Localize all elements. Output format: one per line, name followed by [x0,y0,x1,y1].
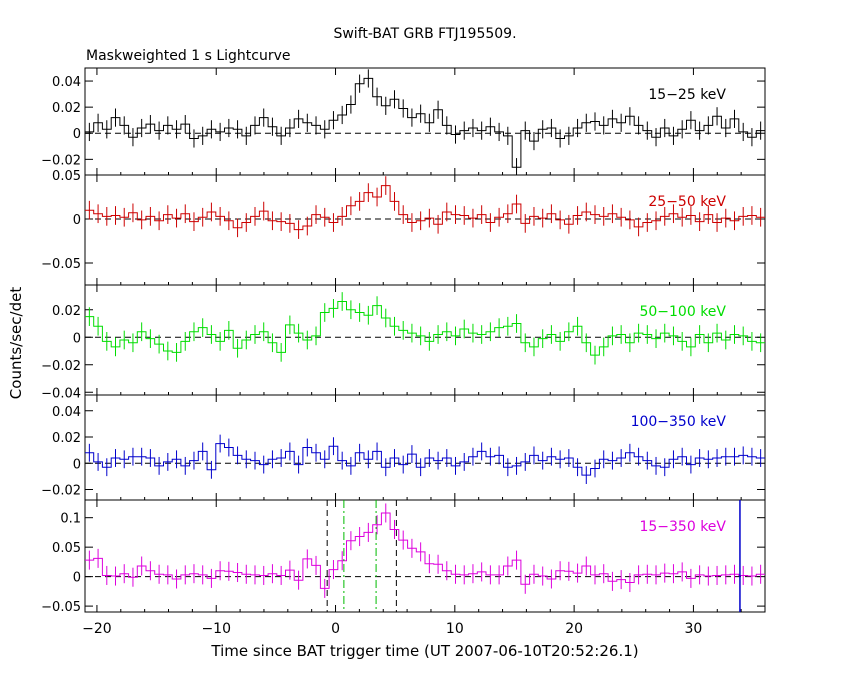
panels-group: 0.04 0.02 0 −0.02 15−25 keV 0.05 0 −0.05 25−50 k… [41,67,766,615]
series-line [85,512,765,589]
y-tick-label: 0.05 [52,541,81,556]
series-line [85,443,765,476]
y-tick-label: 0.02 [52,304,81,319]
x-tick-label: 0 [331,621,340,637]
y-tick-label: −0.02 [41,484,81,499]
y-tick-label: −0.02 [41,359,81,374]
y-tick-label: 0.04 [52,75,81,90]
x-axis: −20 −10 0 10 20 30 [82,621,702,637]
panel-4: 0.04 0.02 0 −0.02 100−350 keV [41,394,766,501]
y-tick-label: 0.02 [52,431,81,446]
y-tick-label: −0.05 [41,257,81,272]
panel-frame [84,394,766,501]
x-tick-label: −10 [201,621,231,637]
chart-title: Swift-BAT GRB FTJ195509. [333,26,516,42]
panel-1: 0.04 0.02 0 −0.02 15−25 keV [41,67,766,176]
panel-frame [84,174,766,286]
y-tick-label: 0 [73,127,81,142]
x-tick-label: −20 [82,621,112,637]
panel-label: 50−100 keV [639,304,726,320]
y-tick-label: 0.04 [52,405,81,420]
x-tick-label: 20 [565,621,583,637]
x-tick-label: 30 [685,621,703,637]
chart-subtitle: Maskweighted 1 s Lightcurve [86,48,290,64]
y-tick-label: 0.05 [52,169,81,184]
panel-label: 100−350 keV [631,414,727,430]
y-tick-label: −0.02 [41,153,81,168]
panel-label: 15−25 keV [648,87,726,103]
panel-label: 15−350 keV [639,519,726,535]
panel-5: 0.1 0.05 0 −0.05 15−350 keV [41,499,766,615]
x-axis-label: Time since BAT trigger time (UT 2007-06-… [210,642,638,660]
y-tick-label: 0 [73,213,81,228]
y-tick-label: 0.1 [60,512,81,527]
y-tick-label: 0 [73,331,81,346]
y-tick-label: 0.02 [52,101,81,116]
panel-2: 0.05 0 −0.05 25−50 keV [41,169,766,286]
y-tick-label: 0 [73,571,81,586]
y-tick-label: −0.04 [41,386,81,401]
panel-frame [84,499,766,613]
panel-label: 25−50 keV [648,194,726,210]
series-line [85,301,765,356]
panel-3: 0.02 0 −0.02 −0.04 50−100 keV [41,284,766,401]
y-tick-label: 0 [73,457,81,472]
y-tick-label: −0.05 [41,600,81,615]
x-tick-label: 10 [446,621,464,637]
series-line [85,77,765,168]
y-axis-label: Counts/sec/det [7,287,25,400]
series-line [85,185,765,231]
